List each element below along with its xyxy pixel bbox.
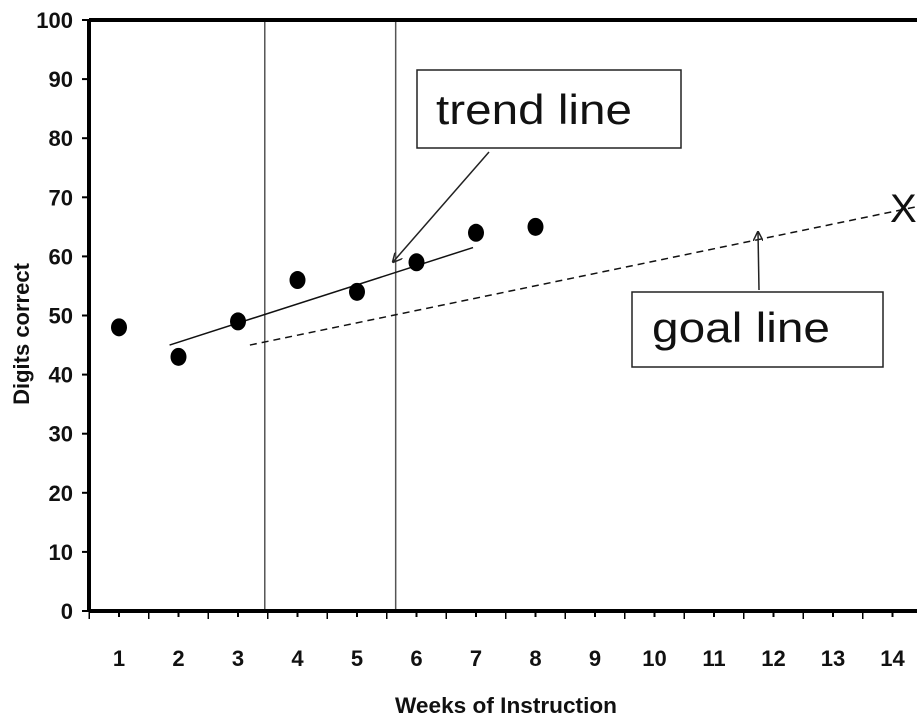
x-tick-label: 8: [529, 646, 541, 671]
data-point: [230, 312, 246, 331]
y-tick-label: 90: [49, 67, 73, 92]
goal-line-callout-box: [631, 291, 884, 368]
data-point: [408, 253, 425, 272]
x-tick-label: 11: [702, 646, 725, 671]
x-tick-label: 3: [232, 646, 244, 671]
x-tick-label: 14: [880, 646, 905, 671]
trend-line-callout-arrow: [393, 151, 490, 262]
trend-line-callout-label: trend line: [436, 86, 632, 133]
y-tick-label: 80: [49, 126, 73, 151]
y-axis-title: Digits correct: [9, 262, 34, 404]
data-point: [468, 223, 484, 242]
y-tick-label: 100: [36, 8, 73, 33]
goal-marker: X: [890, 187, 917, 231]
y-tick-label: 20: [49, 481, 73, 506]
goal-line-callout-label: goal line: [652, 304, 830, 351]
data-point: [111, 318, 127, 337]
x-tick-label: 2: [172, 646, 184, 671]
x-tick-label: 4: [291, 646, 304, 671]
x-tick-label: 1: [113, 646, 125, 671]
y-tick-label: 40: [49, 363, 73, 388]
data-point: [349, 282, 365, 301]
x-tick-label: 5: [351, 646, 363, 671]
goal-line: [249, 205, 917, 346]
data-point: [289, 271, 306, 290]
x-axis-title: Weeks of Instruction: [395, 693, 617, 718]
goal-line-group: [249, 205, 917, 346]
y-tick-label: 10: [49, 540, 73, 565]
data-point: [170, 347, 187, 366]
x-tick-label: 9: [589, 646, 601, 671]
x-tick-label: 13: [821, 646, 845, 671]
y-tick-label: 60: [49, 244, 73, 269]
x-ticks: 1 2 3 4 5 6 7 8 9 10 11 12 13 14: [88, 611, 905, 671]
goal-line-callout-arrow: [758, 232, 759, 291]
x-tick-label: 10: [642, 646, 666, 671]
y-ticks: 0 10 20 30 40 50 60 70 80 90 100: [36, 8, 89, 624]
x-tick-label: 6: [410, 646, 422, 671]
y-tick-label: 50: [49, 304, 73, 329]
data-point: [527, 217, 544, 236]
x-tick-label: 7: [470, 646, 482, 671]
x-tick-label: 12: [761, 646, 785, 671]
phase-lines: [264, 22, 397, 609]
data-points: [111, 217, 544, 366]
trend-line-callout-box: [416, 69, 682, 149]
y-tick-label: 30: [49, 422, 73, 447]
y-tick-label: 0: [61, 599, 73, 624]
y-tick-label: 70: [49, 185, 73, 210]
